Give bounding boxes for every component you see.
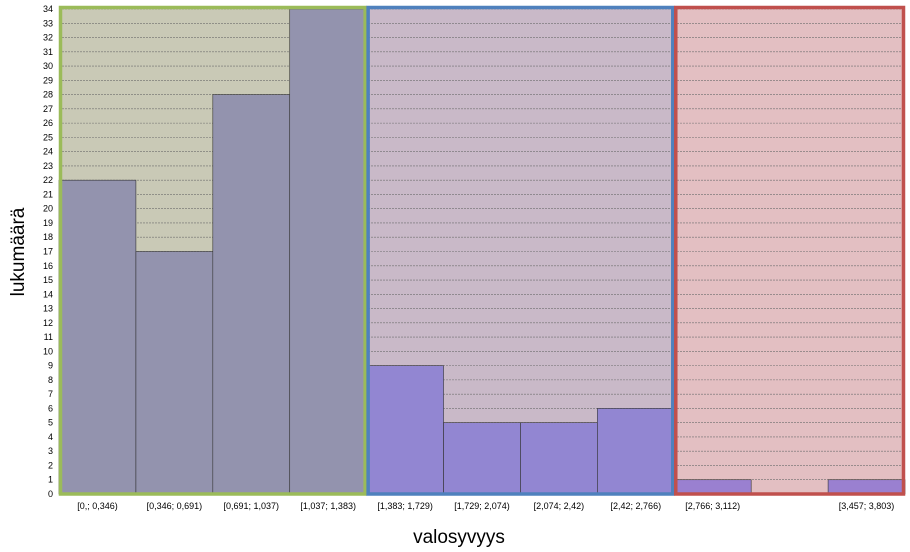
y-tick-label: 7	[48, 389, 53, 399]
y-tick-label: 13	[43, 304, 53, 314]
bar	[135, 251, 214, 495]
y-tick-label: 1	[48, 475, 53, 485]
bar	[58, 179, 137, 495]
y-tick-label: 21	[43, 189, 53, 199]
x-tick-label: [1,037; 1,383)	[300, 501, 356, 511]
bars	[58, 8, 906, 495]
y-tick-label: 28	[43, 90, 53, 100]
y-tick-label: 32	[43, 33, 53, 43]
y-tick-label: 26	[43, 118, 53, 128]
y-tick-label: 4	[48, 432, 53, 442]
bar	[520, 422, 598, 495]
y-tick-label: 10	[43, 346, 53, 356]
y-tick-label: 31	[43, 47, 53, 57]
bar	[212, 94, 291, 495]
bar	[443, 422, 521, 495]
region-3-border	[674, 5, 906, 496]
y-tick-label: 34	[43, 4, 53, 14]
bar	[289, 8, 367, 495]
y-tick-label: 18	[43, 232, 53, 242]
y-tick-label: 27	[43, 104, 53, 114]
y-tick-labels: 0123456789101112131415161718192021222324…	[43, 4, 53, 499]
x-tick-label: [1,383; 1,729)	[377, 501, 433, 511]
x-tick-label: [2,074; 2,42)	[534, 501, 585, 511]
y-tick-label: 9	[48, 361, 53, 371]
x-tick-labels: [0,; 0,346) [0,346; 0,691) [0,691; 1,037) […	[77, 501, 894, 511]
x-axis-title: valosyvyys	[413, 527, 505, 548]
y-axis-title: lukumäärä	[8, 207, 29, 296]
bar	[827, 479, 906, 495]
region-borders	[58, 5, 906, 496]
y-tick-label: 20	[43, 204, 53, 214]
x-tick-label: [2,42; 2,766)	[611, 501, 662, 511]
y-tick-label: 30	[43, 61, 53, 71]
y-tick-label: 19	[43, 218, 53, 228]
bar	[366, 365, 444, 495]
y-tick-label: 2	[48, 460, 53, 470]
y-tick-label: 15	[43, 275, 53, 285]
x-tick-label: [0,691; 1,037)	[223, 501, 279, 511]
y-tick-label: 3	[48, 446, 53, 456]
x-tick-label: [2,766; 3,112)	[685, 501, 740, 511]
x-tick-label: [0,346; 0,691)	[147, 501, 203, 511]
y-tick-label: 6	[48, 403, 53, 413]
y-tick-label: 11	[44, 332, 53, 342]
y-tick-label: 16	[43, 261, 53, 271]
y-tick-label: 23	[43, 161, 53, 171]
y-tick-label: 12	[43, 318, 53, 328]
x-tick-label: [3,457; 3,803)	[839, 501, 895, 511]
y-tick-label: 33	[43, 18, 53, 28]
y-tick-label: 24	[43, 147, 53, 157]
y-tick-label: 29	[43, 75, 53, 85]
x-tick-label: [1,729; 2,074)	[454, 501, 510, 511]
y-tick-label: 8	[48, 375, 53, 385]
x-tick-label: [0,; 0,346)	[77, 501, 118, 511]
region-1-border	[58, 5, 367, 496]
y-tick-label: 0	[48, 489, 53, 499]
region-2-border	[366, 5, 675, 496]
y-tick-label: 25	[43, 132, 53, 142]
bar	[597, 408, 675, 495]
bar	[673, 479, 752, 495]
y-tick-label: 22	[43, 175, 53, 185]
y-tick-label: 17	[43, 247, 53, 257]
y-tick-label: 14	[43, 289, 53, 299]
y-tick-label: 5	[48, 418, 53, 428]
